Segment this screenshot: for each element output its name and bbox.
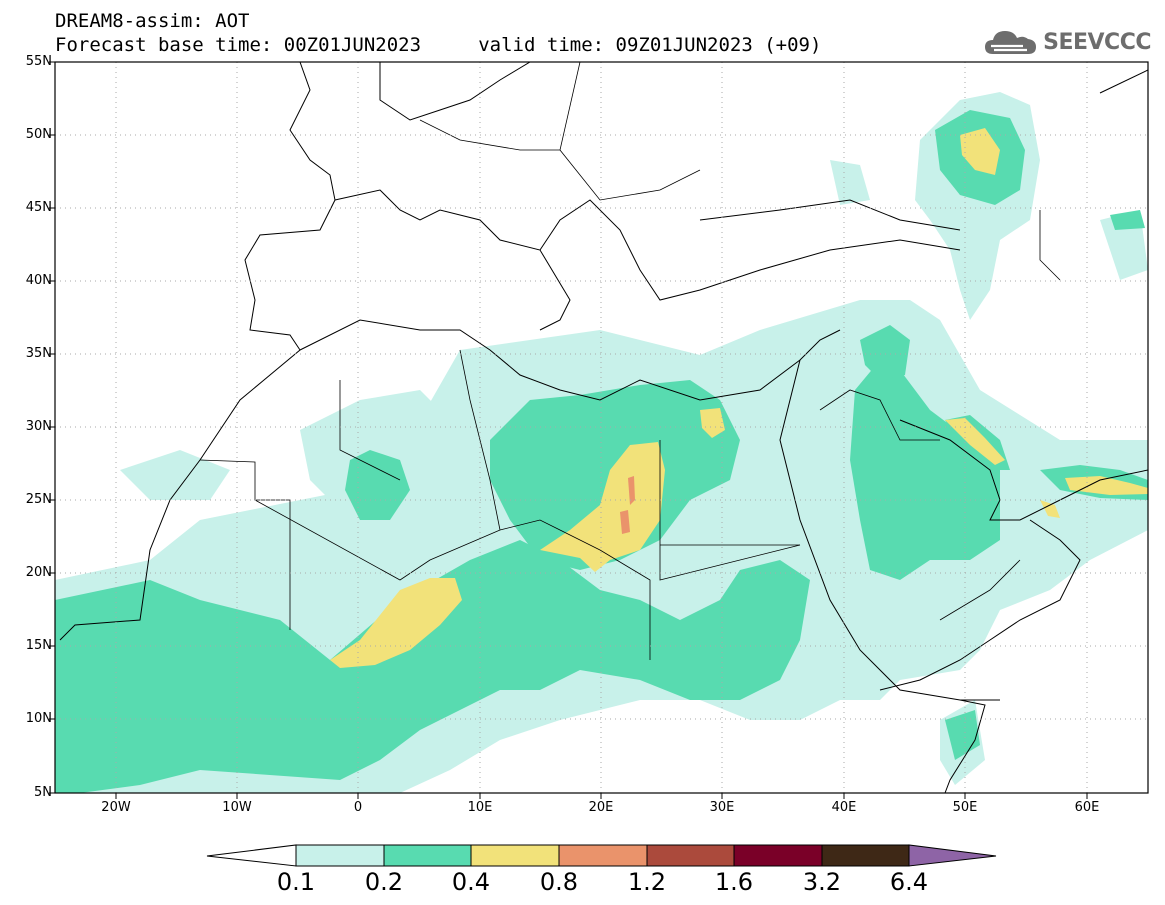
lon-label: 20W [101,800,131,815]
lat-label: 15N [25,638,52,653]
lat-label: 50N [25,127,52,142]
colorbar [206,844,997,867]
forecast-time-info: Forecast base time: 00Z01JUN2023 valid t… [55,34,822,56]
colorbar-label: 0.8 [539,868,579,896]
colorbar-swatch [558,844,648,867]
lat-label: 5N [34,785,52,800]
colorbar-swatch [821,844,910,867]
lon-label: 60E [1074,800,1100,815]
colorbar-label: 1.6 [714,868,754,896]
lon-label: 10W [222,800,252,815]
axis-ticks [49,61,1088,799]
colorbar-label: 3.2 [802,868,842,896]
colorbar-label: 6.4 [889,868,929,896]
colorbar-label: 0.4 [451,868,491,896]
logo-text: SEEVCCC [1043,29,1151,55]
lon-label: 20E [588,800,614,815]
lon-label: 30E [709,800,735,815]
graticule [55,62,1148,793]
colorbar-swatch [733,844,823,867]
colorbar-swatch [646,844,735,867]
lon-label: 40E [831,800,857,815]
colorbar-label: 1.2 [627,868,667,896]
coastlines [59,62,1148,793]
colorbar-under-arrow [206,844,297,867]
cloud-icon [985,31,1037,54]
colorbar-swatch [295,844,385,867]
lat-label: 10N [25,711,52,726]
colorbar-swatch [470,844,560,867]
lat-label: 20N [25,565,52,580]
colorbar-over-arrow [908,844,997,867]
lat-label: 55N [25,54,52,69]
lat-label: 45N [25,200,52,215]
lon-label: 10E [467,800,493,815]
colorbar-label: 0.1 [276,868,316,896]
lon-label: 0 [353,800,363,815]
colorbar-swatch [383,844,472,867]
colorbar-label: 0.2 [364,868,404,896]
lat-label: 25N [25,492,52,507]
lon-label: 50E [952,800,978,815]
seevccc-logo: SEEVCCC [983,26,1151,58]
map-title: DREAM8-assim: AOT [55,10,250,32]
lat-label: 40N [25,273,52,288]
lat-label: 30N [25,419,52,434]
lat-label: 35N [25,346,52,361]
